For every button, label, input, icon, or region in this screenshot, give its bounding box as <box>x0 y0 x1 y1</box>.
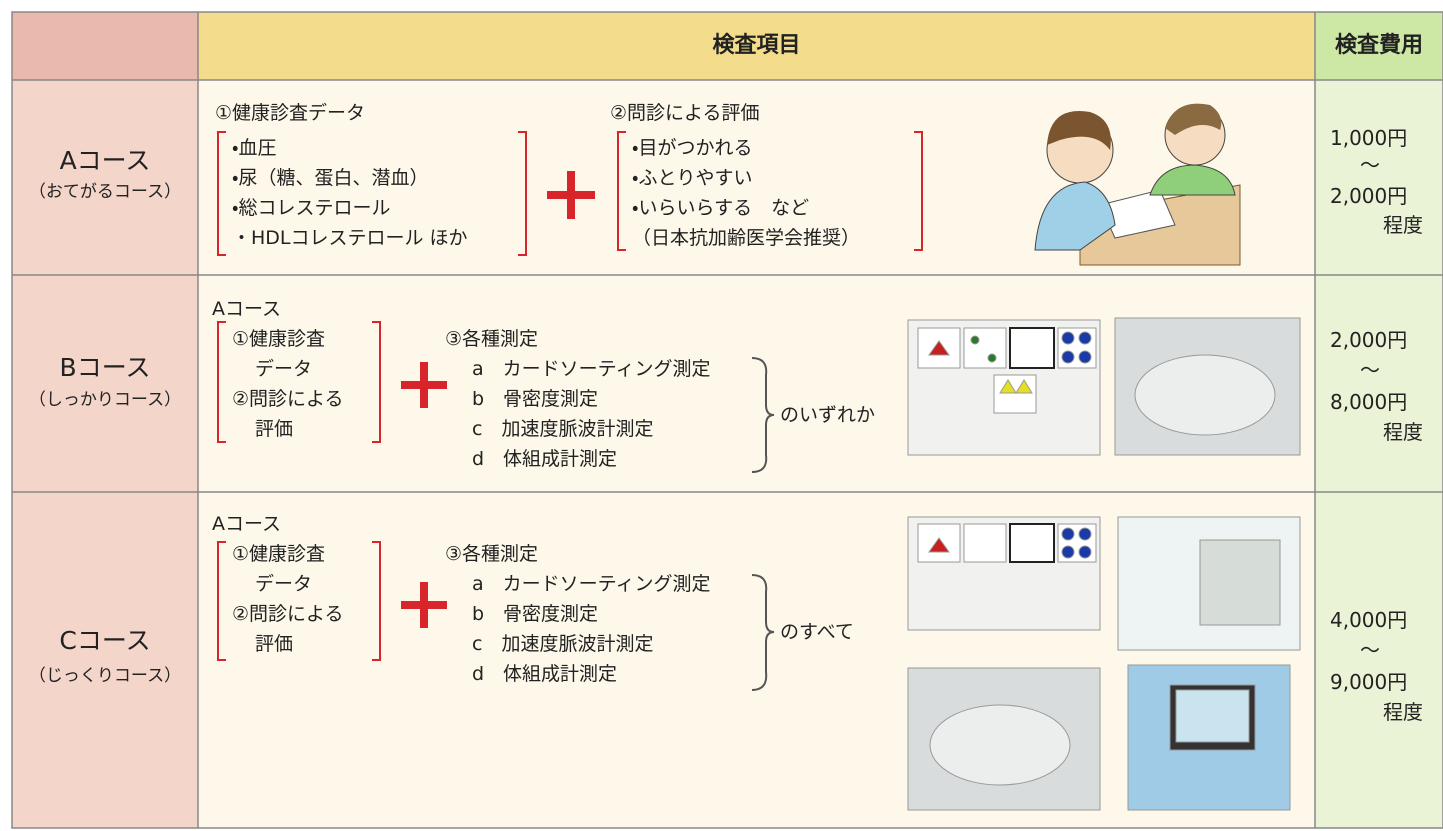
item: ・血圧 <box>232 137 277 159</box>
cost-text: 9,000円 <box>1330 670 1408 694</box>
course-nickname: （しっかりコース） <box>28 390 182 410</box>
cost-text: 程度 <box>1383 700 1423 724</box>
item: データ <box>255 573 313 595</box>
cost-text: ～ <box>1360 358 1380 382</box>
header-blank <box>12 12 198 80</box>
illustration <box>1034 103 1241 266</box>
course-nickname: （じっくりコース） <box>28 666 182 686</box>
choice: のすべて <box>780 621 854 643</box>
item: （日本抗加齢医学会推奨） <box>632 227 861 249</box>
cost-text: 1,000円 <box>1330 126 1408 150</box>
item: ①健康診査 <box>232 543 326 565</box>
course-name: Bコース <box>59 353 151 382</box>
header-title: 検査費用 <box>1334 33 1423 58</box>
base-course: Aコース <box>212 513 282 535</box>
cost-text: 2,000円 <box>1330 328 1408 352</box>
header-items <box>198 12 1315 80</box>
item: a カードソーティング測定 <box>472 358 711 380</box>
choice: のいずれか <box>780 404 876 426</box>
item: b 骨密度測定 <box>472 603 599 625</box>
course-col <box>12 80 198 828</box>
item: b 骨密度測定 <box>472 388 599 410</box>
item: ②問診による <box>232 388 344 410</box>
group-title: ①健康診査データ <box>215 102 366 124</box>
group-title: ②問診による評価 <box>610 102 760 124</box>
cost-text: 程度 <box>1383 420 1423 444</box>
item: ・いらいらする など <box>632 197 810 219</box>
photos <box>907 317 1301 811</box>
item: ・目がつかれる <box>632 137 753 159</box>
item: 評価 <box>255 633 294 655</box>
group-title: ③各種測定 <box>445 328 539 350</box>
cost-text: 2,000円 <box>1330 184 1408 208</box>
course-name: Cコース <box>59 626 151 655</box>
header-title: 検査項目 <box>712 33 801 58</box>
cost-text: 4,000円 <box>1330 608 1408 632</box>
header-cost <box>1315 12 1443 80</box>
course-nickname: （おてがるコース） <box>28 182 182 202</box>
item: ・ふとりやすい <box>632 167 753 189</box>
item: ・尿（糖、蛋白、潜血） <box>232 167 429 189</box>
item: a カードソーティング測定 <box>472 573 711 595</box>
item: d 体組成計測定 <box>472 448 618 470</box>
cost-col <box>1315 80 1443 828</box>
item: ①健康診査 <box>232 328 326 350</box>
item: ②問診による <box>232 603 344 625</box>
item: d 体組成計測定 <box>472 663 618 685</box>
item: ・HDLコレステロール ほか <box>232 227 468 249</box>
cost-text: 程度 <box>1383 213 1423 237</box>
cost-text: ～ <box>1360 638 1380 662</box>
cost-text: 8,000円 <box>1330 390 1408 414</box>
item: 評価 <box>255 418 294 440</box>
group-title: ③各種測定 <box>445 543 539 565</box>
item: ・総コレステロール <box>232 197 391 219</box>
item: データ <box>255 358 313 380</box>
base-course: Aコース <box>212 298 282 320</box>
item: c 加速度脈波計測定 <box>472 633 654 655</box>
course-name: Aコース <box>59 146 151 175</box>
cost-text: ～ <box>1360 153 1380 177</box>
item: c 加速度脈波計測定 <box>472 418 654 440</box>
